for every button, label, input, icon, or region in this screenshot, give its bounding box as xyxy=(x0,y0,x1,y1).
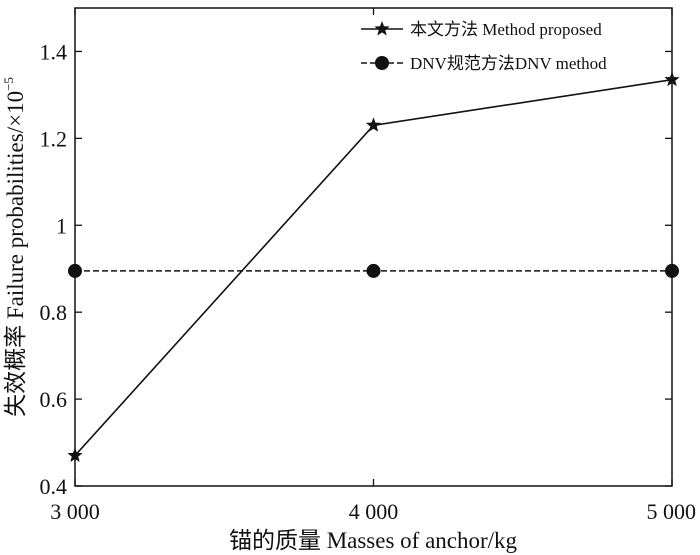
data-point-circle xyxy=(366,263,381,278)
y-tick-label: 0.4 xyxy=(40,474,68,499)
y-tick-label: 1 xyxy=(56,213,67,238)
y-axis: 0.4 0.6 0.8 1 1.2 1.4 xyxy=(40,39,672,499)
x-tick-label: 4 000 xyxy=(349,499,399,524)
y-axis-title-text: 失效概率 Failure probabilities/×10 xyxy=(3,91,28,417)
x-tick-label: 3 000 xyxy=(50,499,100,524)
legend-star-marker xyxy=(374,21,390,36)
y-tick-label: 0.6 xyxy=(40,387,68,412)
y-tick-label: 1.2 xyxy=(40,126,68,151)
legend-star xyxy=(374,21,390,36)
y-tick-label: 0.8 xyxy=(40,300,68,325)
legend-label-dnv-method: DNV规范方法DNV method xyxy=(410,54,607,73)
x-axis-title: 锚的质量 Masses of anchor/kg xyxy=(229,528,518,553)
data-point-star xyxy=(664,71,680,87)
data-point-star xyxy=(365,117,382,132)
legend-circle-marker xyxy=(375,56,389,70)
series-layer xyxy=(67,71,680,463)
legend-circle xyxy=(375,56,389,70)
data-point-circle xyxy=(665,263,679,278)
plot-area xyxy=(74,7,673,487)
data-point-star xyxy=(67,447,83,463)
y-tick-label: 1.4 xyxy=(40,39,68,64)
y-axis-title: 失效概率 Failure probabilities/×10−5 xyxy=(1,77,28,417)
x-axis: 3 000 4 000 5 000 xyxy=(50,8,696,524)
legend-label-method-proposed: 本文方法 Method proposed xyxy=(410,20,602,39)
x-tick-label: 5 000 xyxy=(647,499,697,524)
y-axis-exponent: −5 xyxy=(1,77,16,91)
data-point-circle xyxy=(68,263,82,278)
legend: 本文方法 Method proposed DNV规范方法DNV method xyxy=(361,20,607,73)
